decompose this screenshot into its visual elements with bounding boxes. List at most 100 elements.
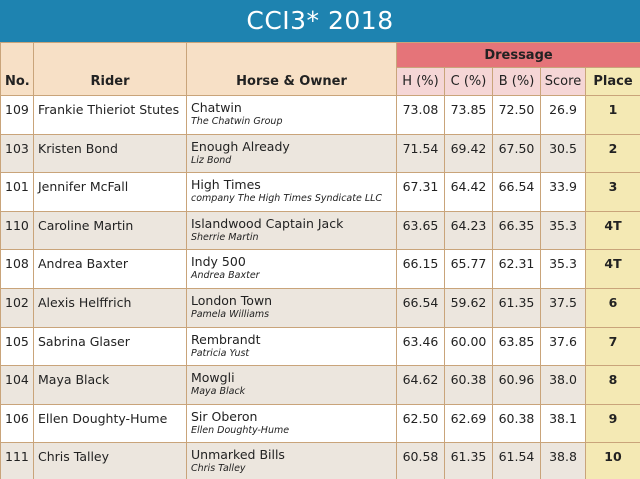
owner-name: The Chatwin Group [191, 116, 283, 127]
rider-number: 104 [0, 365, 34, 405]
place: 10 [584, 442, 640, 479]
header-blank-no [0, 42, 34, 68]
header-c-percent: C (%) [444, 67, 493, 96]
horse-name: Enough Already [191, 138, 290, 154]
header-b-percent: B (%) [492, 67, 541, 96]
horse-name: Chatwin [191, 100, 242, 115]
owner-name: Liz Bond [191, 154, 232, 166]
rider-number: 103 [0, 133, 34, 174]
c-percent: 60.38 [444, 365, 493, 405]
rider-number: 101 [0, 172, 34, 212]
rider-name: Maya Black [33, 365, 187, 405]
horse-name: Mowgli [191, 370, 235, 386]
rider-name: Kristen Bond [33, 133, 187, 174]
h-percent: 63.46 [396, 326, 445, 367]
header-h-percent: H (%) [396, 67, 445, 96]
h-percent: 66.54 [396, 287, 445, 328]
rider-name: Caroline Martin [33, 210, 187, 251]
b-percent: 61.35 [492, 287, 541, 328]
table-row: 104 Maya Black Mowgli Maya Black 64.62 60… [0, 365, 640, 405]
b-percent: 62.31 [492, 249, 541, 289]
c-percent: 61.35 [444, 442, 493, 479]
horse-name: Rembrandt [191, 331, 261, 347]
owner-name: Ellen Doughty-Hume [191, 424, 290, 436]
dressage-score: 37.5 [540, 287, 586, 328]
horse-name: Islandwood Captain Jack [191, 215, 344, 231]
h-percent: 71.54 [396, 133, 445, 174]
horse-name: Unmarked Bills [191, 447, 285, 463]
rider-number: 108 [0, 249, 34, 289]
owner-name: company The High Times Syndicate LLC [191, 193, 383, 205]
place: 7 [584, 326, 640, 367]
header-no: No. [0, 67, 34, 96]
place: 4T [584, 210, 640, 251]
place: 2 [584, 133, 640, 174]
c-percent: 65.77 [444, 249, 493, 289]
horse-owner-cell: Enough Already Liz Bond [186, 133, 397, 174]
place: 8 [584, 365, 640, 405]
h-percent: 66.15 [396, 249, 445, 289]
horse-owner-cell: Rembrandt Patricia Yust [186, 326, 397, 367]
b-percent: 67.50 [492, 133, 541, 174]
rider-number: 109 [0, 95, 34, 135]
rider-number: 106 [0, 403, 34, 444]
rider-name: Sabrina Glaser [33, 326, 187, 367]
dressage-score: 35.3 [540, 249, 586, 289]
dressage-score: 37.6 [540, 326, 586, 367]
header-score: Score [540, 67, 586, 96]
b-percent: 60.96 [492, 365, 541, 405]
place: 9 [584, 403, 640, 444]
rider-name: Ellen Doughty-Hume [33, 403, 187, 444]
horse-name: Sir Oberon [191, 408, 258, 424]
h-percent: 64.62 [396, 365, 445, 405]
dressage-score: 38.8 [540, 442, 586, 479]
header-blank-rider [33, 42, 187, 68]
c-percent: 59.62 [444, 287, 493, 328]
dressage-score: 26.9 [540, 95, 586, 135]
rider-number: 102 [0, 287, 34, 328]
header-place: Place [584, 67, 640, 96]
horse-owner-cell: Sir Oberon Ellen Doughty-Hume [186, 403, 397, 444]
dressage-score: 35.3 [540, 210, 586, 251]
horse-owner-cell: Indy 500 Andrea Baxter [186, 249, 397, 289]
rider-number: 105 [0, 326, 34, 367]
horse-owner-cell: London Town Pamela Williams [186, 287, 397, 328]
header-blank-horse [186, 42, 397, 68]
header-dressage: Dressage [395, 42, 640, 68]
header-horse-owner: Horse & Owner [186, 67, 397, 96]
owner-name: Sherrie Martin [191, 231, 259, 243]
horse-name: Indy 500 [191, 254, 246, 270]
horse-owner-cell: Mowgli Maya Black [186, 365, 397, 405]
b-percent: 72.50 [492, 95, 541, 135]
horse-owner-cell: Unmarked Bills Chris Talley [186, 442, 397, 479]
table-row: 103 Kristen Bond Enough Already Liz Bond … [0, 133, 640, 174]
table-row: 111 Chris Talley Unmarked Bills Chris Tal… [0, 442, 640, 479]
table-row: 101 Jennifer McFall High Times company Th… [0, 172, 640, 212]
c-percent: 64.23 [444, 210, 493, 251]
rider-name: Andrea Baxter [33, 249, 187, 289]
rider-name: Alexis Helffrich [33, 287, 187, 328]
results-table: Dressage No. Rider Horse & Owner H (%) C… [0, 42, 640, 479]
horse-owner-cell: High Times company The High Times Syndica… [186, 172, 397, 212]
b-percent: 66.35 [492, 210, 541, 251]
rider-name: Chris Talley [33, 442, 187, 479]
horse-name: High Times [191, 177, 261, 193]
owner-name: Chris Talley [191, 463, 246, 475]
table-row: 109 Frankie Thieriot Stutes Chatwin The C… [0, 95, 640, 135]
b-percent: 61.54 [492, 442, 541, 479]
rider-name: Jennifer McFall [33, 172, 187, 212]
dressage-score: 38.0 [540, 365, 586, 405]
h-percent: 67.31 [396, 172, 445, 212]
rider-name: Frankie Thieriot Stutes [33, 95, 187, 135]
owner-name: Maya Black [191, 386, 246, 398]
table-row: 105 Sabrina Glaser Rembrandt Patricia Yus… [0, 326, 640, 367]
rider-number: 110 [0, 210, 34, 251]
place: 6 [584, 287, 640, 328]
c-percent: 64.42 [444, 172, 493, 212]
page-title: CCI3* 2018 [0, 0, 640, 42]
c-percent: 60.00 [444, 326, 493, 367]
dressage-score: 38.1 [540, 403, 586, 444]
h-percent: 60.58 [396, 442, 445, 479]
rider-number: 111 [0, 442, 34, 479]
